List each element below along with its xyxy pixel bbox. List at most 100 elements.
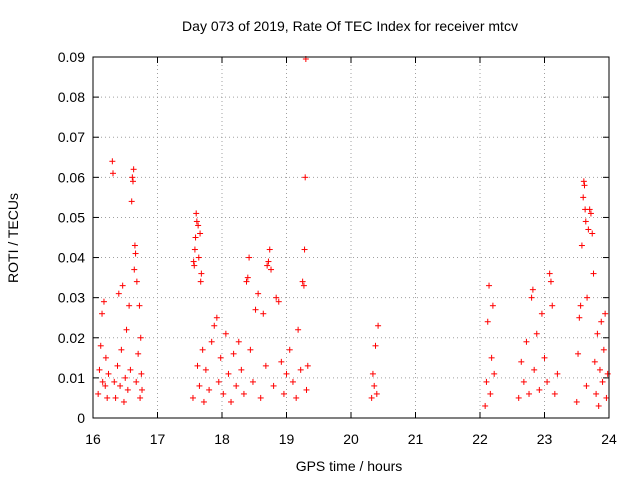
data-point: [97, 342, 104, 349]
data-point: [591, 358, 598, 365]
data-point: [265, 258, 272, 265]
data-point: [484, 318, 491, 325]
data-point: [133, 378, 140, 385]
data-point: [230, 350, 237, 357]
data-point: [595, 402, 602, 409]
data-point: [549, 302, 556, 309]
x-tick-label: 22: [472, 431, 488, 447]
data-point: [129, 178, 136, 185]
data-point: [99, 378, 106, 385]
data-point: [111, 378, 118, 385]
data-point: [127, 366, 134, 373]
data-point: [217, 354, 224, 361]
data-point: [244, 274, 251, 281]
data-point: [196, 382, 203, 389]
data-point: [266, 246, 273, 253]
data-point: [573, 398, 580, 405]
y-tick-label: 0.06: [58, 169, 85, 185]
data-point: [587, 210, 594, 217]
data-point: [538, 310, 545, 317]
data-point: [283, 370, 290, 377]
data-point: [536, 386, 543, 393]
data-point: [109, 170, 116, 177]
x-tick-label: 20: [343, 431, 359, 447]
data-point: [603, 394, 610, 401]
data-point: [280, 390, 287, 397]
data-point: [124, 386, 131, 393]
data-point: [585, 226, 592, 233]
data-point: [192, 234, 199, 241]
data-point: [102, 354, 109, 361]
data-point: [583, 382, 590, 389]
data-point: [200, 398, 207, 405]
data-point: [109, 158, 116, 165]
data-point: [206, 386, 213, 393]
x-tick-label: 16: [85, 431, 101, 447]
data-point: [589, 230, 596, 237]
data-point: [235, 338, 242, 345]
data-point: [119, 282, 126, 289]
x-tick-label: 19: [279, 431, 295, 447]
data-point: [577, 302, 584, 309]
data-point: [515, 394, 522, 401]
data-point: [194, 362, 201, 369]
data-point: [375, 322, 382, 329]
data-point: [544, 378, 551, 385]
data-point: [96, 366, 103, 373]
data-point: [599, 378, 606, 385]
data-point: [604, 370, 611, 377]
data-point: [299, 278, 306, 285]
data-point: [104, 394, 111, 401]
data-point: [303, 386, 310, 393]
data-point: [594, 330, 601, 337]
data-point: [114, 362, 121, 369]
y-tick-label: 0.04: [58, 250, 85, 266]
data-point: [202, 366, 209, 373]
data-point: [372, 342, 379, 349]
data-point: [486, 282, 493, 289]
data-point: [270, 382, 277, 389]
data-point: [117, 382, 124, 389]
data-point: [488, 354, 495, 361]
data-point: [131, 242, 138, 249]
data-point: [130, 166, 137, 173]
data-point: [247, 346, 254, 353]
data-point: [128, 198, 135, 205]
data-point: [586, 206, 593, 213]
data-point: [197, 278, 204, 285]
data-point: [547, 278, 554, 285]
data-point: [576, 314, 583, 321]
data-point: [302, 174, 309, 181]
data-point: [533, 330, 540, 337]
chart-title: Day 073 of 2019, Rate Of TEC Index for r…: [182, 18, 518, 34]
data-point: [600, 346, 607, 353]
data-point: [123, 326, 130, 333]
data-point: [137, 334, 144, 341]
data-point: [225, 370, 232, 377]
x-tick-label: 24: [601, 431, 617, 447]
data-point: [255, 290, 262, 297]
data-point: [602, 310, 609, 317]
data-point: [264, 262, 271, 269]
data-point: [195, 222, 202, 229]
data-point: [262, 362, 269, 369]
data-point: [554, 370, 561, 377]
data-point: [233, 382, 240, 389]
x-tick-label: 23: [537, 431, 553, 447]
data-point: [593, 390, 600, 397]
data-point: [126, 302, 133, 309]
data-point: [541, 354, 548, 361]
data-point: [222, 330, 229, 337]
data-point: [240, 390, 247, 397]
data-point: [491, 370, 498, 377]
data-point: [580, 178, 587, 185]
data-point: [520, 378, 527, 385]
data-point: [215, 378, 222, 385]
data-point: [197, 230, 204, 237]
data-point: [252, 306, 259, 313]
data-point: [487, 390, 494, 397]
data-point: [578, 242, 585, 249]
data-point: [371, 382, 378, 389]
data-point: [213, 314, 220, 321]
